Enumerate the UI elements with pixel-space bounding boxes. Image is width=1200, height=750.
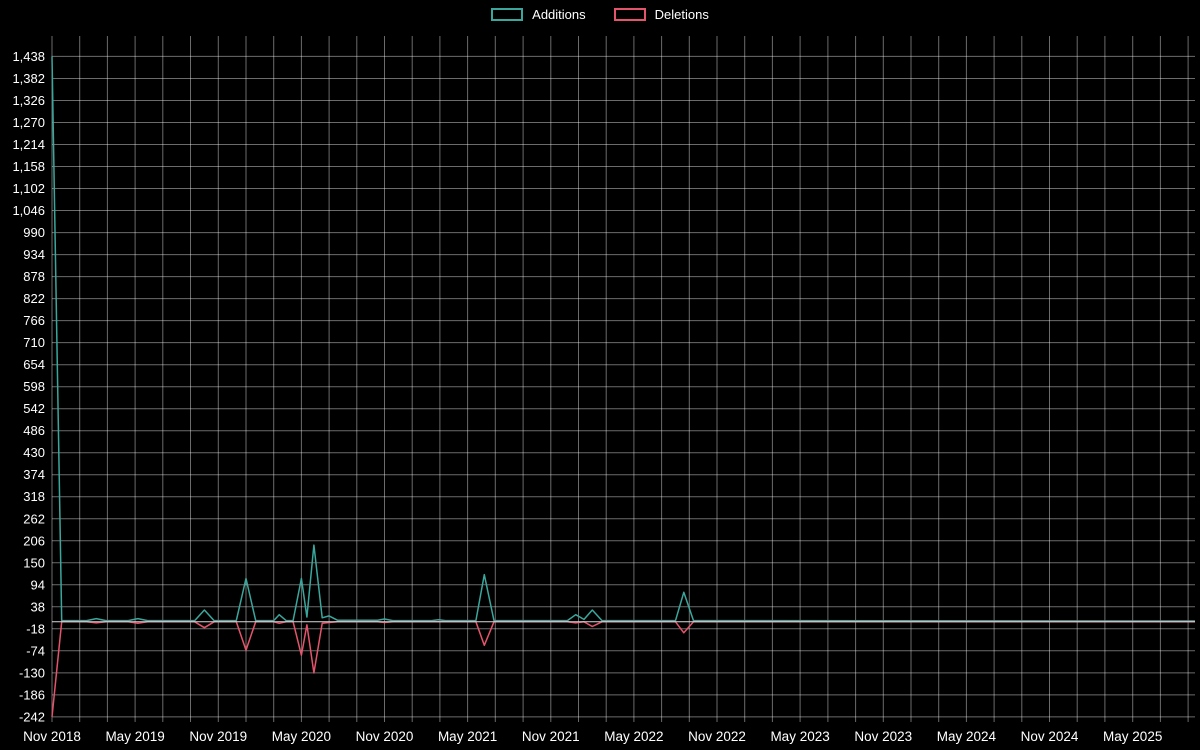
legend-item-additions[interactable]: Additions: [491, 7, 586, 22]
y-tick-label: 766: [23, 313, 45, 328]
y-tick-label: 822: [23, 291, 45, 306]
y-tick-label: 1,158: [12, 159, 45, 174]
y-tick-label: 1,382: [12, 71, 45, 86]
deletions-line: [51, 621, 1195, 717]
y-tick-label: 654: [23, 357, 45, 372]
gridlines: [51, 36, 1195, 722]
y-tick-label: 318: [23, 489, 45, 504]
y-tick-label: 486: [23, 423, 45, 438]
y-tick-label: 878: [23, 269, 45, 284]
x-tick-label: Nov 2021: [522, 729, 580, 744]
x-tick-label: May 2019: [105, 729, 164, 744]
y-tick-label: 542: [23, 401, 45, 416]
y-tick-label: 150: [23, 555, 45, 570]
x-tick-label: Nov 2018: [23, 729, 81, 744]
y-tick-label: 1,214: [12, 137, 45, 152]
legend-label-deletions: Deletions: [654, 7, 709, 22]
y-tick-label: 1,102: [12, 181, 45, 196]
y-tick-label: -242: [19, 709, 45, 724]
y-tick-label: 1,438: [12, 49, 45, 64]
legend-item-deletions[interactable]: Deletions: [613, 7, 709, 22]
x-tick-label: May 2021: [438, 729, 497, 744]
deletions-swatch-icon: [613, 8, 646, 21]
x-tick-label: May 2025: [1103, 729, 1162, 744]
y-tick-label: 206: [23, 533, 45, 548]
x-tick-label: Nov 2023: [854, 729, 912, 744]
x-tick-label: May 2023: [770, 729, 829, 744]
axis-labels: -242 -186 -130 -74 -18 38 94 150 206 262 318 374 430…: [12, 49, 1162, 744]
y-tick-label: -186: [19, 687, 45, 702]
x-tick-label: Nov 2022: [688, 729, 746, 744]
x-tick-label: Nov 2019: [189, 729, 247, 744]
y-tick-label: -18: [26, 621, 45, 636]
y-tick-label: 38: [31, 599, 45, 614]
y-tick-label: 262: [23, 511, 45, 526]
y-tick-label: 934: [23, 247, 45, 262]
y-tick-label: 430: [23, 445, 45, 460]
legend-label-additions: Additions: [532, 7, 586, 22]
y-tick-label: 598: [23, 379, 45, 394]
x-tick-label: May 2020: [272, 729, 331, 744]
y-tick-label: 94: [31, 577, 45, 592]
y-tick-label: 990: [23, 225, 45, 240]
y-tick-label: 710: [23, 335, 45, 350]
y-tick-label: -130: [19, 665, 45, 680]
x-tick-label: Nov 2020: [356, 729, 414, 744]
y-tick-label: 1,270: [12, 115, 45, 130]
chart-legend: Additions Deletions: [0, 7, 1200, 22]
x-tick-label: May 2024: [937, 729, 997, 744]
additions-swatch-icon: [491, 8, 524, 21]
x-tick-label: Nov 2024: [1021, 729, 1079, 744]
y-tick-label: 1,046: [12, 203, 45, 218]
y-tick-label: 1,326: [12, 93, 45, 108]
additions-line: [51, 56, 1196, 622]
y-tick-label: 374: [23, 467, 45, 482]
x-tick-label: May 2022: [604, 729, 663, 744]
y-tick-label: -74: [26, 643, 45, 658]
